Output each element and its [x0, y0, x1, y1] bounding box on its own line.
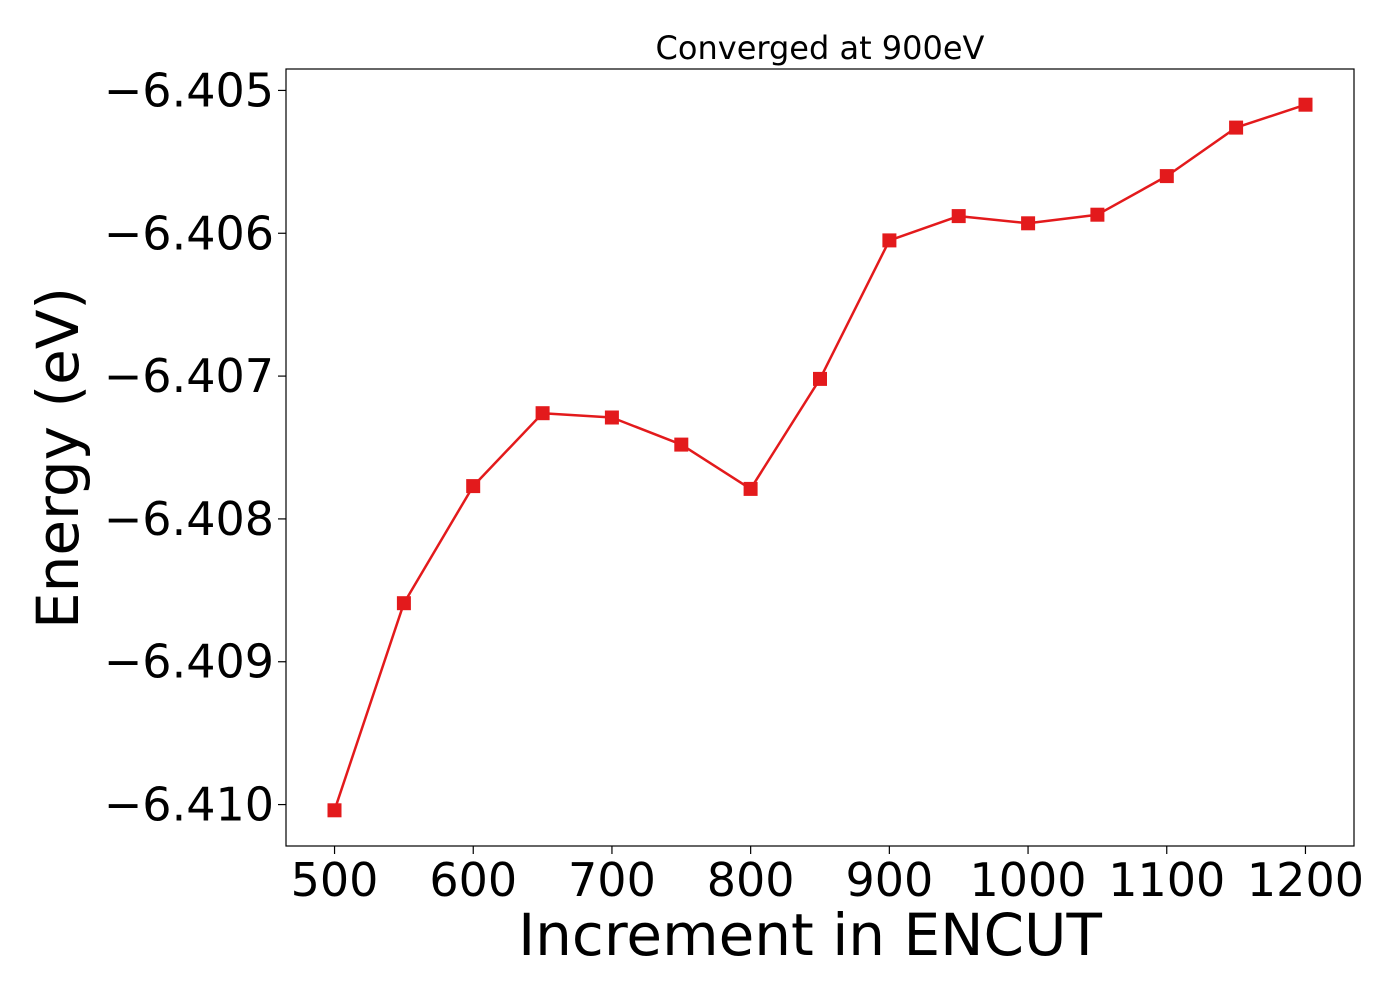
- data-point: [604, 410, 619, 425]
- data-point: [1090, 207, 1105, 222]
- y-tick-label: −6.409: [104, 635, 274, 689]
- data-point: [1021, 216, 1036, 231]
- x-tick-label: 800: [707, 853, 795, 907]
- data-point: [1159, 169, 1174, 184]
- series-layer: [327, 97, 1313, 818]
- data-point: [327, 803, 342, 818]
- y-tick-label: −6.408: [104, 492, 274, 546]
- y-axis: −6.405 −6.406 −6.407 −6.408 −6.409 −6.410: [104, 63, 286, 832]
- y-tick-label: −6.406: [104, 206, 274, 260]
- data-point: [951, 209, 966, 224]
- x-axis-label: Increment in ENCUT: [518, 901, 1102, 969]
- x-tick-label: 600: [429, 853, 517, 907]
- x-tick-label: 1100: [1108, 853, 1225, 907]
- x-tick-label: 700: [568, 853, 656, 907]
- x-axis: 500 600 700 800 900 1000 1100 1200: [291, 846, 1364, 907]
- plot-frame: [285, 68, 1355, 847]
- data-point: [466, 479, 481, 494]
- x-tick-label: 1200: [1247, 853, 1364, 907]
- data-point: [674, 437, 689, 452]
- data-point: [396, 596, 411, 611]
- x-tick-label: 900: [845, 853, 933, 907]
- y-axis-label: Energy (eV): [24, 287, 92, 629]
- data-point: [535, 406, 550, 421]
- data-point: [1298, 97, 1313, 112]
- x-tick-label: 500: [291, 853, 379, 907]
- data-point: [882, 233, 897, 248]
- data-point: [1229, 120, 1244, 135]
- chart-title: Converged at 900eV: [656, 29, 985, 67]
- data-point: [813, 371, 827, 386]
- data-point: [743, 481, 758, 496]
- y-tick-label: −6.407: [104, 349, 274, 403]
- y-tick-label: −6.410: [104, 778, 274, 832]
- y-tick-label: −6.405: [104, 63, 274, 117]
- x-tick-label: 1000: [970, 853, 1087, 907]
